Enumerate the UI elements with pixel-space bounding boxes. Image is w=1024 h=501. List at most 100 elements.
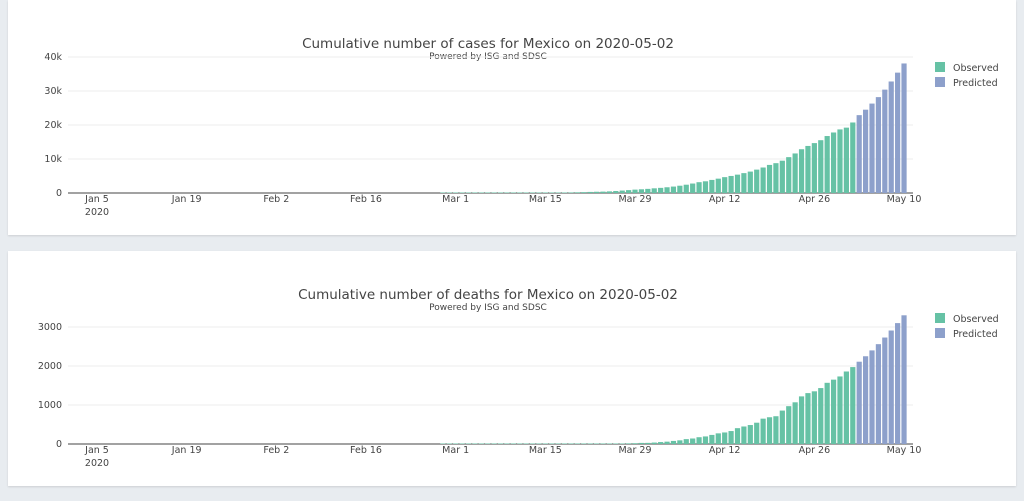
bar-observed[interactable]: [728, 431, 734, 444]
bar-predicted[interactable]: [888, 330, 894, 444]
bar-observed[interactable]: [446, 443, 452, 445]
bar-observed[interactable]: [561, 443, 568, 445]
bar-observed[interactable]: [645, 442, 651, 444]
bar-observed[interactable]: [811, 391, 817, 444]
bar-predicted[interactable]: [882, 89, 888, 193]
bar-predicted[interactable]: [869, 350, 875, 444]
bar-observed[interactable]: [549, 192, 555, 194]
legend-item-predicted[interactable]: Predicted: [935, 328, 998, 340]
bar-observed[interactable]: [555, 192, 561, 194]
bar-observed[interactable]: [613, 191, 619, 193]
bar-observed[interactable]: [664, 187, 670, 193]
legend-item-observed[interactable]: Observed: [935, 62, 999, 74]
bar-observed[interactable]: [779, 160, 785, 193]
bar-observed[interactable]: [786, 406, 792, 444]
bar-observed[interactable]: [619, 443, 625, 445]
bar-observed[interactable]: [523, 192, 529, 194]
bar-observed[interactable]: [491, 443, 497, 445]
bar-observed[interactable]: [658, 187, 664, 193]
bar-observed[interactable]: [606, 191, 612, 193]
bar-observed[interactable]: [561, 192, 568, 194]
bar-observed[interactable]: [670, 440, 677, 444]
bar-predicted[interactable]: [856, 115, 862, 193]
bar-observed[interactable]: [645, 188, 651, 193]
bar-observed[interactable]: [779, 410, 785, 444]
bar-observed[interactable]: [485, 192, 491, 194]
bar-observed[interactable]: [824, 382, 830, 444]
bar-observed[interactable]: [843, 371, 849, 444]
bar-observed[interactable]: [798, 149, 805, 193]
bar-observed[interactable]: [440, 192, 446, 194]
bar-observed[interactable]: [754, 422, 760, 444]
bar-observed[interactable]: [574, 192, 580, 193]
bar-observed[interactable]: [722, 432, 728, 444]
bar-observed[interactable]: [741, 173, 747, 193]
bar-observed[interactable]: [638, 442, 645, 444]
bar-observed[interactable]: [702, 436, 709, 444]
bar-observed[interactable]: [478, 192, 484, 194]
bar-observed[interactable]: [613, 443, 619, 445]
bar-observed[interactable]: [581, 443, 587, 445]
bar-observed[interactable]: [747, 171, 753, 193]
bar-observed[interactable]: [478, 443, 484, 445]
bar-observed[interactable]: [734, 428, 741, 444]
bar-observed[interactable]: [529, 192, 536, 194]
bar-observed[interactable]: [453, 192, 459, 194]
bar-observed[interactable]: [728, 175, 734, 193]
bar-observed[interactable]: [830, 379, 837, 444]
bar-observed[interactable]: [651, 442, 657, 444]
bar-observed[interactable]: [850, 122, 856, 193]
bar-observed[interactable]: [792, 402, 798, 444]
bar-observed[interactable]: [805, 393, 811, 444]
bar-observed[interactable]: [638, 189, 645, 193]
bar-observed[interactable]: [690, 183, 696, 193]
bar-observed[interactable]: [824, 136, 830, 193]
legend-item-predicted[interactable]: Predicted: [935, 77, 998, 89]
bar-observed[interactable]: [773, 163, 779, 193]
bar-observed[interactable]: [837, 376, 843, 444]
bar-observed[interactable]: [542, 443, 548, 445]
bar-observed[interactable]: [786, 157, 792, 193]
bar-predicted[interactable]: [901, 63, 907, 194]
bar-observed[interactable]: [696, 437, 702, 444]
bar-observed[interactable]: [465, 443, 472, 445]
bar-observed[interactable]: [766, 164, 773, 193]
legend-item-observed[interactable]: Observed: [935, 313, 999, 325]
bar-observed[interactable]: [459, 192, 465, 194]
bar-observed[interactable]: [683, 184, 689, 193]
bar-observed[interactable]: [651, 188, 657, 193]
bar-observed[interactable]: [446, 192, 452, 194]
bar-predicted[interactable]: [888, 81, 894, 193]
bar-observed[interactable]: [600, 191, 606, 193]
bar-observed[interactable]: [754, 169, 760, 193]
bar-observed[interactable]: [805, 145, 811, 193]
bar-observed[interactable]: [760, 167, 766, 193]
bar-observed[interactable]: [465, 192, 472, 194]
bar-observed[interactable]: [837, 129, 843, 193]
bar-observed[interactable]: [722, 177, 728, 193]
bar-observed[interactable]: [587, 443, 593, 445]
bar-observed[interactable]: [549, 443, 555, 445]
bar-observed[interactable]: [491, 192, 497, 194]
bar-observed[interactable]: [702, 181, 709, 193]
bar-observed[interactable]: [504, 443, 510, 445]
bar-predicted[interactable]: [863, 109, 869, 193]
bar-predicted[interactable]: [895, 72, 901, 193]
bar-observed[interactable]: [741, 426, 747, 444]
bar-observed[interactable]: [798, 396, 805, 444]
bar-observed[interactable]: [593, 443, 600, 445]
bar-observed[interactable]: [497, 192, 504, 194]
bar-observed[interactable]: [555, 443, 561, 445]
bar-observed[interactable]: [536, 443, 542, 445]
bar-observed[interactable]: [523, 443, 529, 445]
bar-observed[interactable]: [709, 179, 715, 193]
bar-observed[interactable]: [568, 192, 574, 193]
bar-predicted[interactable]: [875, 344, 882, 444]
bar-observed[interactable]: [626, 443, 632, 444]
bar-observed[interactable]: [517, 443, 523, 445]
bar-observed[interactable]: [696, 182, 702, 193]
bar-observed[interactable]: [632, 443, 638, 444]
bar-observed[interactable]: [792, 153, 798, 193]
bar-observed[interactable]: [664, 441, 670, 444]
bar-observed[interactable]: [677, 185, 683, 193]
